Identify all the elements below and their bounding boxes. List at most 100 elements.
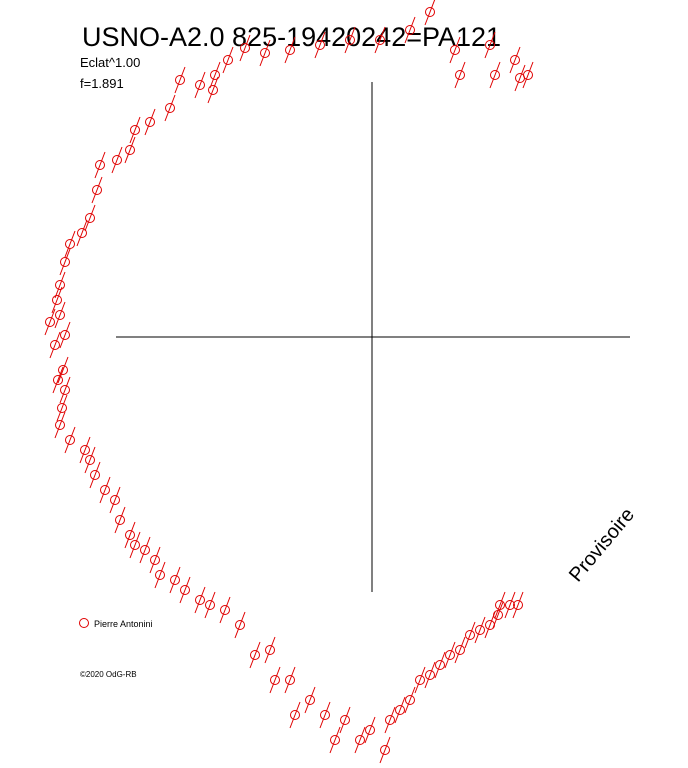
point-bar [259,39,271,67]
point-marker [112,155,122,165]
data-point [124,136,136,164]
point-marker [435,660,445,670]
chart-title: USNO-A2.0 825-19420242=PA121 [82,22,501,52]
point-bar [154,561,166,589]
point-marker [485,40,495,50]
data-point [374,26,386,54]
data-point [59,376,71,404]
point-bar [464,621,476,649]
point-bar [179,576,191,604]
point-marker [240,43,250,53]
point-marker [130,125,140,135]
point-marker [65,239,75,249]
subtitle: Eclat^1.00 [80,55,140,70]
data-point [111,146,123,174]
data-point [49,331,61,359]
data-point [404,686,416,714]
point-marker [315,40,325,50]
data-point [194,71,206,99]
point-marker [65,435,75,445]
point-marker [425,7,435,17]
point-bar [344,26,356,54]
data-point [91,176,103,204]
point-bar [49,331,61,359]
data-point [474,616,486,644]
data-point [494,591,506,619]
data-point [194,586,206,614]
point-bar [209,61,221,89]
point-marker [92,185,102,195]
point-marker [365,725,375,735]
point-bar [99,476,111,504]
point-bar [169,566,181,594]
point-bar [424,661,436,689]
point-bar [91,176,103,204]
data-point [339,706,351,734]
data-point [319,701,331,729]
point-bar [484,31,496,59]
data-point [414,666,426,694]
data-point [79,436,91,464]
data-point [424,0,436,26]
data-point [424,661,436,689]
point-marker [290,710,300,720]
point-bar [54,271,66,299]
data-point [144,108,156,136]
data-point [449,36,461,64]
point-bar [52,366,64,394]
point-marker [55,310,65,320]
point-bar [222,46,234,74]
data-point [239,34,251,62]
data-point [284,36,296,64]
point-marker [195,80,205,90]
point-marker [80,445,90,455]
data-point [169,566,181,594]
point-marker [475,625,485,635]
point-marker [490,70,500,80]
point-marker [405,695,415,705]
point-bar [454,61,466,89]
data-point [54,271,66,299]
point-bar [339,706,351,734]
point-bar [84,204,96,232]
point-bar [164,94,176,122]
point-marker [50,340,60,350]
point-bar [354,726,366,754]
point-bar [94,151,106,179]
point-marker [155,570,165,580]
point-marker [208,85,218,95]
point-bar [514,64,526,92]
point-bar [504,591,516,619]
point-marker [58,365,68,375]
point-marker [285,675,295,685]
point-bar [109,486,121,514]
data-point [84,446,96,474]
data-point [394,696,406,724]
data-point [219,596,231,624]
point-marker [465,630,475,640]
data-point [64,230,76,258]
point-bar [57,356,69,384]
point-marker [455,70,465,80]
point-bar [111,146,123,174]
point-marker [140,545,150,555]
data-point [164,94,176,122]
point-bar [509,46,521,74]
point-bar [89,461,101,489]
point-marker [55,280,65,290]
point-bar [449,36,461,64]
point-marker [445,650,455,660]
data-point [114,506,126,534]
point-bar [64,230,76,258]
data-point [269,666,281,694]
data-point [234,611,246,639]
point-bar [207,76,219,104]
data-point [484,31,496,59]
point-marker [165,103,175,113]
point-marker [505,600,515,610]
point-bar [522,61,534,89]
data-point [64,426,76,454]
point-marker [57,403,67,413]
point-marker [405,25,415,35]
point-marker [125,145,135,155]
